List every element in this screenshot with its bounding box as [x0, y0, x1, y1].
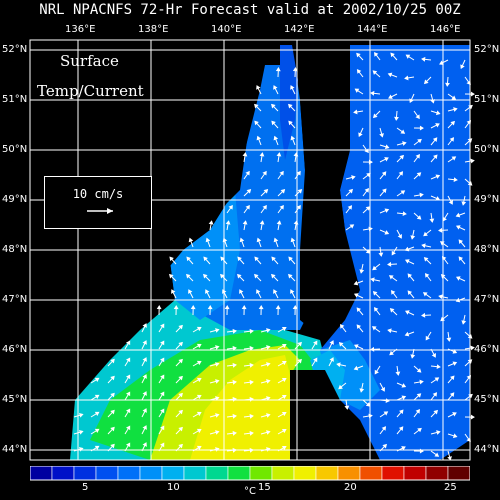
- lon-tick-144: 144°E: [357, 24, 388, 35]
- lat-tick-left-47: 47°N: [2, 294, 28, 305]
- label-temp-current: Temp/Current: [37, 82, 144, 100]
- colorbar-tick-20: 20: [344, 482, 357, 493]
- lat-tick-left-45: 45°N: [2, 394, 28, 405]
- lat-tick-left-46: 46°N: [2, 344, 28, 355]
- map-title: NRL NPACNFS 72-Hr Forecast valid at 2002…: [39, 2, 461, 18]
- lon-tick-140: 140°E: [211, 24, 242, 35]
- colorbar-swatch: [315, 466, 339, 481]
- colorbar-swatch: [381, 466, 405, 481]
- colorbar-swatch: [403, 466, 427, 481]
- lat-tick-right-49: 49°N: [474, 194, 500, 205]
- lon-tick-142: 142°E: [284, 24, 315, 35]
- colorbar-swatch: [161, 466, 185, 481]
- colorbar-swatch: [271, 466, 295, 481]
- colorbar-swatch: [425, 466, 449, 481]
- lat-tick-left-50: 50°N: [2, 144, 28, 155]
- colorbar-swatch: [337, 466, 361, 481]
- colorbar-swatch: [249, 466, 273, 481]
- colorbar-swatch: [95, 466, 119, 481]
- land-mask: [290, 370, 340, 460]
- colorbar-frame: [30, 466, 470, 481]
- lon-tick-136: 136°E: [65, 24, 96, 35]
- colorbar-swatch: [117, 466, 141, 481]
- lat-tick-right-47: 47°N: [474, 294, 500, 305]
- current-vectors: [73, 52, 475, 461]
- vector-scale-arrow-icon: [87, 208, 113, 214]
- vector-scale-box: 10 cm/s: [44, 176, 152, 229]
- colorbar-tick-15: 15: [258, 482, 271, 493]
- colorbar-swatch: [139, 466, 163, 481]
- lat-tick-left-51: 51°N: [2, 94, 28, 105]
- lon-tick-146: 146°E: [430, 24, 461, 35]
- colorbar-swatch: [447, 466, 470, 481]
- lon-tick-138: 138°E: [138, 24, 169, 35]
- ocean-region: [280, 45, 298, 160]
- colorbar-swatch: [30, 466, 53, 481]
- colorbar-tick-25: 25: [444, 482, 457, 493]
- lat-tick-right-48: 48°N: [474, 244, 500, 255]
- lat-tick-right-45: 45°N: [474, 394, 500, 405]
- label-surface: Surface: [60, 52, 119, 70]
- lat-tick-right-52: 52°N: [474, 44, 500, 55]
- colorbar-tick-10: 10: [167, 482, 180, 493]
- lat-tick-right-46: 46°N: [474, 344, 500, 355]
- ocean-field: [30, 40, 470, 460]
- colorbar-swatch: [205, 466, 229, 481]
- lat-tick-right-44: 44°N: [474, 444, 500, 455]
- land-mask: [300, 240, 335, 330]
- colorbar-unit: °C: [244, 486, 256, 497]
- lat-tick-right-51: 51°N: [474, 94, 500, 105]
- vector-scale-label: 10 cm/s: [72, 187, 124, 201]
- colorbar: [30, 466, 470, 481]
- lat-tick-right-50: 50°N: [474, 144, 500, 155]
- colorbar-swatch: [73, 466, 97, 481]
- lat-tick-left-49: 49°N: [2, 194, 28, 205]
- colorbar-swatch: [293, 466, 317, 481]
- ocean-region: [190, 355, 290, 460]
- lat-tick-left-48: 48°N: [2, 244, 28, 255]
- land-mask: [300, 45, 350, 240]
- colorbar-swatch: [359, 466, 383, 481]
- colorbar-swatch: [227, 466, 251, 481]
- ocean-region: [170, 190, 240, 320]
- colorbar-swatch: [183, 466, 207, 481]
- colorbar-tick-5: 5: [82, 482, 89, 493]
- lat-tick-left-44: 44°N: [2, 444, 28, 455]
- colorbar-swatch: [51, 466, 75, 481]
- lat-tick-left-52: 52°N: [2, 44, 28, 55]
